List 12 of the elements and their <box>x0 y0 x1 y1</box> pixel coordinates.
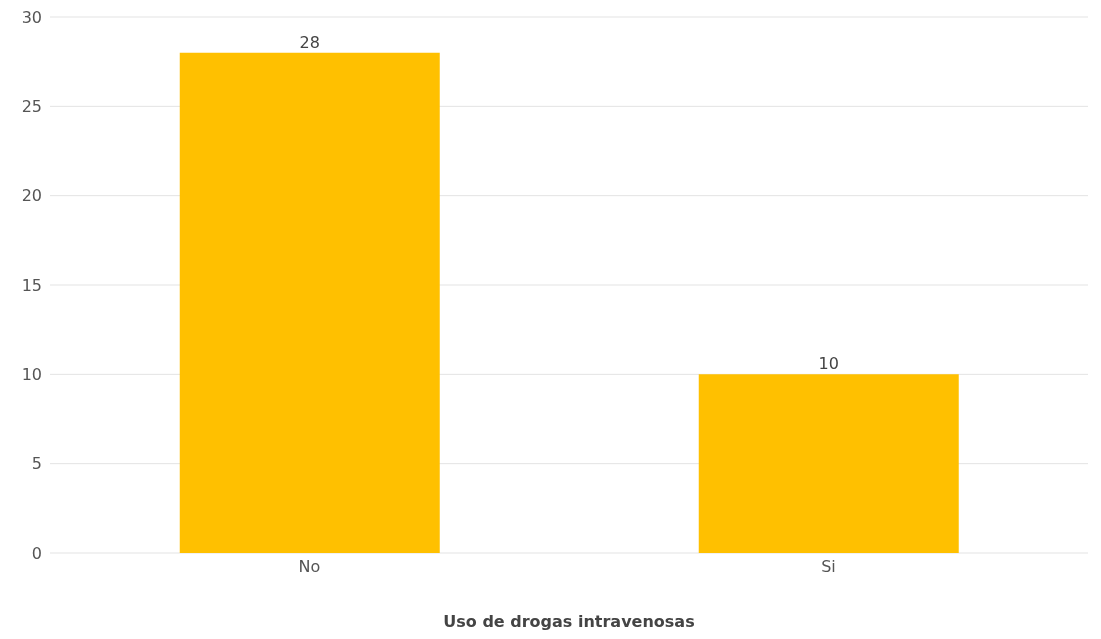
y-tick-label: 20 <box>21 186 42 206</box>
y-tick-label: 5 <box>31 454 42 474</box>
y-tick-label: 0 <box>31 543 42 563</box>
y-tick-label: 25 <box>21 97 42 117</box>
y-tick-label: 10 <box>21 365 42 385</box>
x-axis-title: Uso de drogas intravenosas <box>443 612 695 631</box>
x-tick-label: No <box>298 557 321 577</box>
y-tick-label: 30 <box>21 7 42 27</box>
y-tick-label: 15 <box>21 275 42 295</box>
data-label: 10 <box>818 354 839 374</box>
x-tick-label: Si <box>821 557 836 577</box>
data-label: 28 <box>299 32 320 52</box>
